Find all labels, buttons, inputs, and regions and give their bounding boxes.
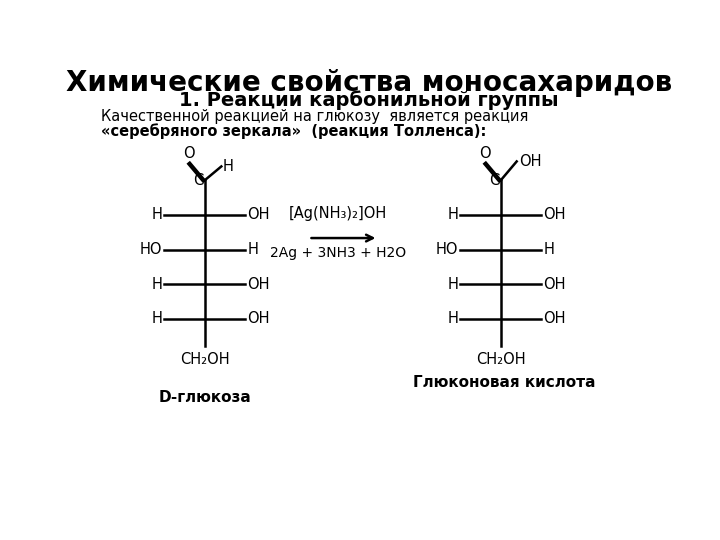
Text: D-глюкоза: D-глюкоза: [158, 390, 251, 405]
Text: OH: OH: [248, 276, 270, 292]
Text: H: H: [151, 276, 162, 292]
Text: H: H: [447, 276, 458, 292]
Text: 2Ag + 3NH3 + H2O: 2Ag + 3NH3 + H2O: [270, 246, 406, 260]
Text: HO: HO: [436, 242, 458, 257]
Text: 1. Реакции карбонильной группы: 1. Реакции карбонильной группы: [179, 90, 559, 110]
Text: OH: OH: [544, 312, 566, 326]
Text: O: O: [183, 146, 195, 161]
Text: CH₂OH: CH₂OH: [476, 352, 526, 367]
Text: «серебряного зеркала»  (реакция Толленса):: «серебряного зеркала» (реакция Толленса)…: [101, 123, 486, 139]
Text: H: H: [447, 207, 458, 222]
Text: OH: OH: [544, 207, 566, 222]
Text: C: C: [489, 173, 499, 188]
Text: H: H: [544, 242, 554, 257]
Text: Химические свойства моносахаридов: Химические свойства моносахаридов: [66, 69, 672, 97]
Text: CH₂OH: CH₂OH: [180, 352, 230, 367]
Text: OH: OH: [248, 207, 270, 222]
Text: H: H: [447, 312, 458, 326]
Text: H: H: [248, 242, 258, 257]
Text: OH: OH: [248, 312, 270, 326]
Text: HO: HO: [140, 242, 162, 257]
Text: C: C: [193, 173, 203, 188]
Text: Качественной реакцией на глюкозу  является реакция: Качественной реакцией на глюкозу являетс…: [101, 110, 528, 124]
Text: OH: OH: [544, 276, 566, 292]
Text: OH: OH: [519, 154, 541, 169]
Text: H: H: [151, 207, 162, 222]
Text: H: H: [151, 312, 162, 326]
Text: [Ag(NH₃)₂]OH: [Ag(NH₃)₂]OH: [289, 206, 387, 221]
Text: H: H: [223, 159, 234, 174]
Text: Глюконовая кислота: Глюконовая кислота: [413, 375, 596, 390]
Text: O: O: [480, 146, 491, 161]
